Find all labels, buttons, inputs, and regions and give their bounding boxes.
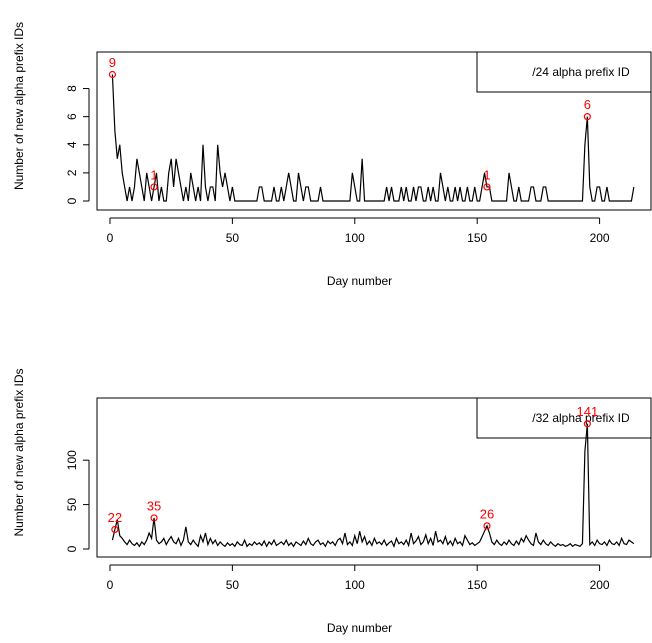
annotation-point <box>483 183 491 191</box>
y-axis-title: Number of new alpha prefix IDs <box>12 22 26 190</box>
annotation-label: 22 <box>108 510 122 525</box>
x-tick-label: 0 <box>107 578 114 592</box>
x-tick-label: 200 <box>590 231 610 245</box>
y-axis-title: Number of new alpha prefix IDs <box>12 368 26 536</box>
annotation-point <box>150 514 158 522</box>
y-tick-label: 100 <box>65 450 79 470</box>
annotation-label: 1 <box>483 167 490 182</box>
x-tick-label: 100 <box>345 231 365 245</box>
annotation-label: 141 <box>576 404 598 419</box>
x-tick-label: 150 <box>467 578 487 592</box>
x-tick-label: 100 <box>345 578 365 592</box>
legend-box <box>476 397 652 439</box>
x-tick-label: 50 <box>226 231 240 245</box>
y-tick-label: 2 <box>65 169 79 176</box>
x-tick-label: 50 <box>226 578 240 592</box>
y-tick-label: 0 <box>65 545 79 552</box>
annotation-point <box>483 522 491 530</box>
legend-label: /32 alpha prefix ID <box>532 411 630 425</box>
annotation-label: 6 <box>584 97 591 112</box>
y-tick-label: 0 <box>65 197 79 204</box>
annotation-point <box>583 420 591 428</box>
annotation-label: 26 <box>480 506 494 521</box>
annotation-point <box>150 183 158 191</box>
y-tick-label: 6 <box>65 113 79 120</box>
plot-box <box>96 51 652 211</box>
x-tick-label: 150 <box>467 231 487 245</box>
x-axis-title: Day number <box>327 621 392 635</box>
x-tick-label: 0 <box>107 231 114 245</box>
y-tick-label: 4 <box>65 141 79 148</box>
x-axis-title: Day number <box>327 274 392 288</box>
annotation-label: 9 <box>109 55 116 70</box>
annotation-point <box>583 113 591 121</box>
annotation-label: 1 <box>150 167 157 182</box>
plot-box <box>96 397 652 558</box>
annotation-label: 35 <box>147 498 161 513</box>
legend-box <box>476 51 652 93</box>
y-tick-label: 8 <box>65 85 79 92</box>
y-tick-label: 50 <box>65 498 79 512</box>
x-tick-label: 200 <box>590 578 610 592</box>
data-line <box>111 423 635 549</box>
legend-label: /24 alpha prefix ID <box>532 65 630 79</box>
data-line <box>111 74 635 202</box>
annotation-point <box>111 525 119 534</box>
annotation-point <box>108 70 117 79</box>
